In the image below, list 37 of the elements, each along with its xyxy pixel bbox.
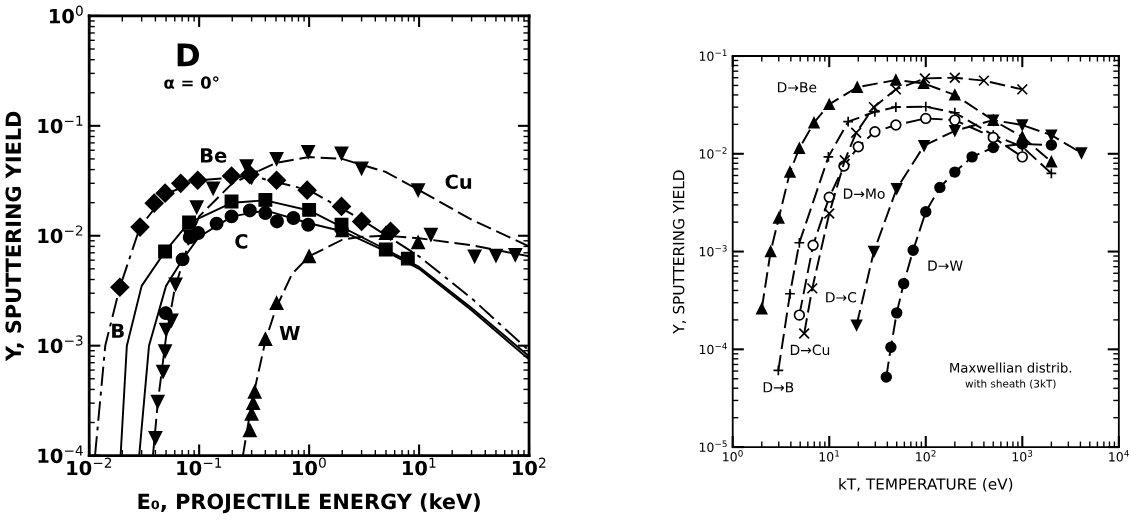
y-tick-label: 10$^{−3}$ [38,335,83,354]
y-axis-title: Y, SPUTTERING YIELD [5,111,24,362]
annotation: Cu [445,174,472,190]
x-tick-label: 10$^{2}$ [512,457,546,476]
x-tick-label: 10$^{1}$ [819,450,840,462]
y-tick-label: 10$^{0}$ [49,5,83,24]
x-tick-label: 10$^{0}$ [293,457,326,476]
annotation: with sheath (3kT) [965,379,1056,389]
annotation: α = 0° [164,76,219,89]
x-tick-label: 10$^{−1}$ [177,457,222,476]
annotation: D→Mo [843,188,885,199]
annotation: W [279,325,300,341]
annotation: D→W [928,260,963,271]
annotation: C [235,233,248,249]
x-tick-label: 10$^{4}$ [1109,450,1129,462]
y-tick-label: 10$^{−2}$ [699,147,727,159]
annotation: D→C [826,292,857,303]
x-tick-label: 10$^{3}$ [1012,450,1033,462]
y-tick-label: 10$^{−1}$ [38,115,83,134]
x-tick-label: 10$^{0}$ [723,450,743,462]
annotation: Be [201,148,227,163]
x-axis-title: E₀, PROJECTILE ENERGY (keV) [138,493,480,514]
y-tick-label: 10$^{−2}$ [38,225,83,244]
annotation: D→B [763,382,794,393]
annotation: D [177,43,199,67]
annotation: Maxwellian distrib. [950,362,1072,373]
y-axis-title: Y, SPUTTERING YIELD [672,170,686,334]
annotation: D→Cu [790,344,830,356]
annotation: B [112,323,124,338]
x-tick-label: 10$^{2}$ [916,450,936,462]
x-axis-title: kT, TEMPERATURE (eV) [839,477,1013,492]
y-tick-label: 10$^{−4}$ [699,342,727,355]
x-tick-label: 10$^{1}$ [403,457,436,476]
y-tick-label: 10$^{−5}$ [699,440,727,452]
y-tick-label: 10$^{−1}$ [699,49,727,61]
y-tick-label: 10$^{−3}$ [699,244,727,257]
annotation: D→Be [777,82,817,93]
